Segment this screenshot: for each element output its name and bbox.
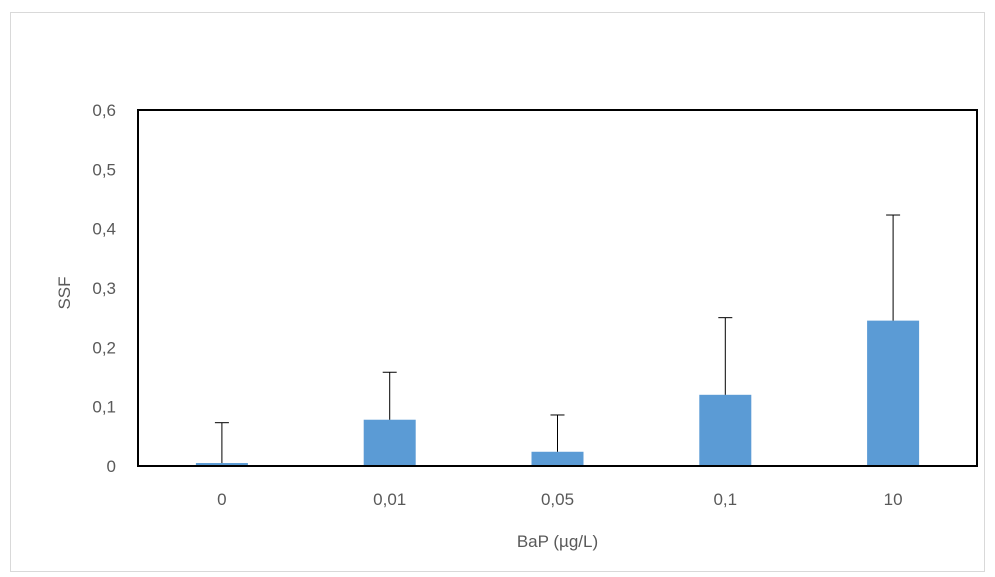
bar <box>699 394 752 466</box>
y-tick-label: 0,5 <box>92 160 116 179</box>
x-tick-label: 0,05 <box>541 490 574 509</box>
x-axis-title: BaP (µg/L) <box>517 532 598 551</box>
x-tick-label: 0,1 <box>713 490 737 509</box>
chart-frame <box>10 12 985 572</box>
bar <box>867 320 920 466</box>
bar <box>531 451 584 466</box>
bar <box>363 419 416 466</box>
y-axis-title: SSF <box>55 276 74 309</box>
bar <box>195 463 248 466</box>
plot-area <box>137 109 978 467</box>
y-tick-label: 0 <box>107 457 116 476</box>
y-tick-label: 0,4 <box>92 220 116 239</box>
y-tick-label: 0,1 <box>92 398 116 417</box>
x-tick-label: 10 <box>884 490 903 509</box>
x-tick-label: 0,01 <box>373 490 406 509</box>
y-tick-label: 0,3 <box>92 279 116 298</box>
y-tick-label: 0,2 <box>92 338 116 357</box>
x-tick-label: 0 <box>217 490 226 509</box>
y-tick-label: 0,6 <box>92 101 116 120</box>
